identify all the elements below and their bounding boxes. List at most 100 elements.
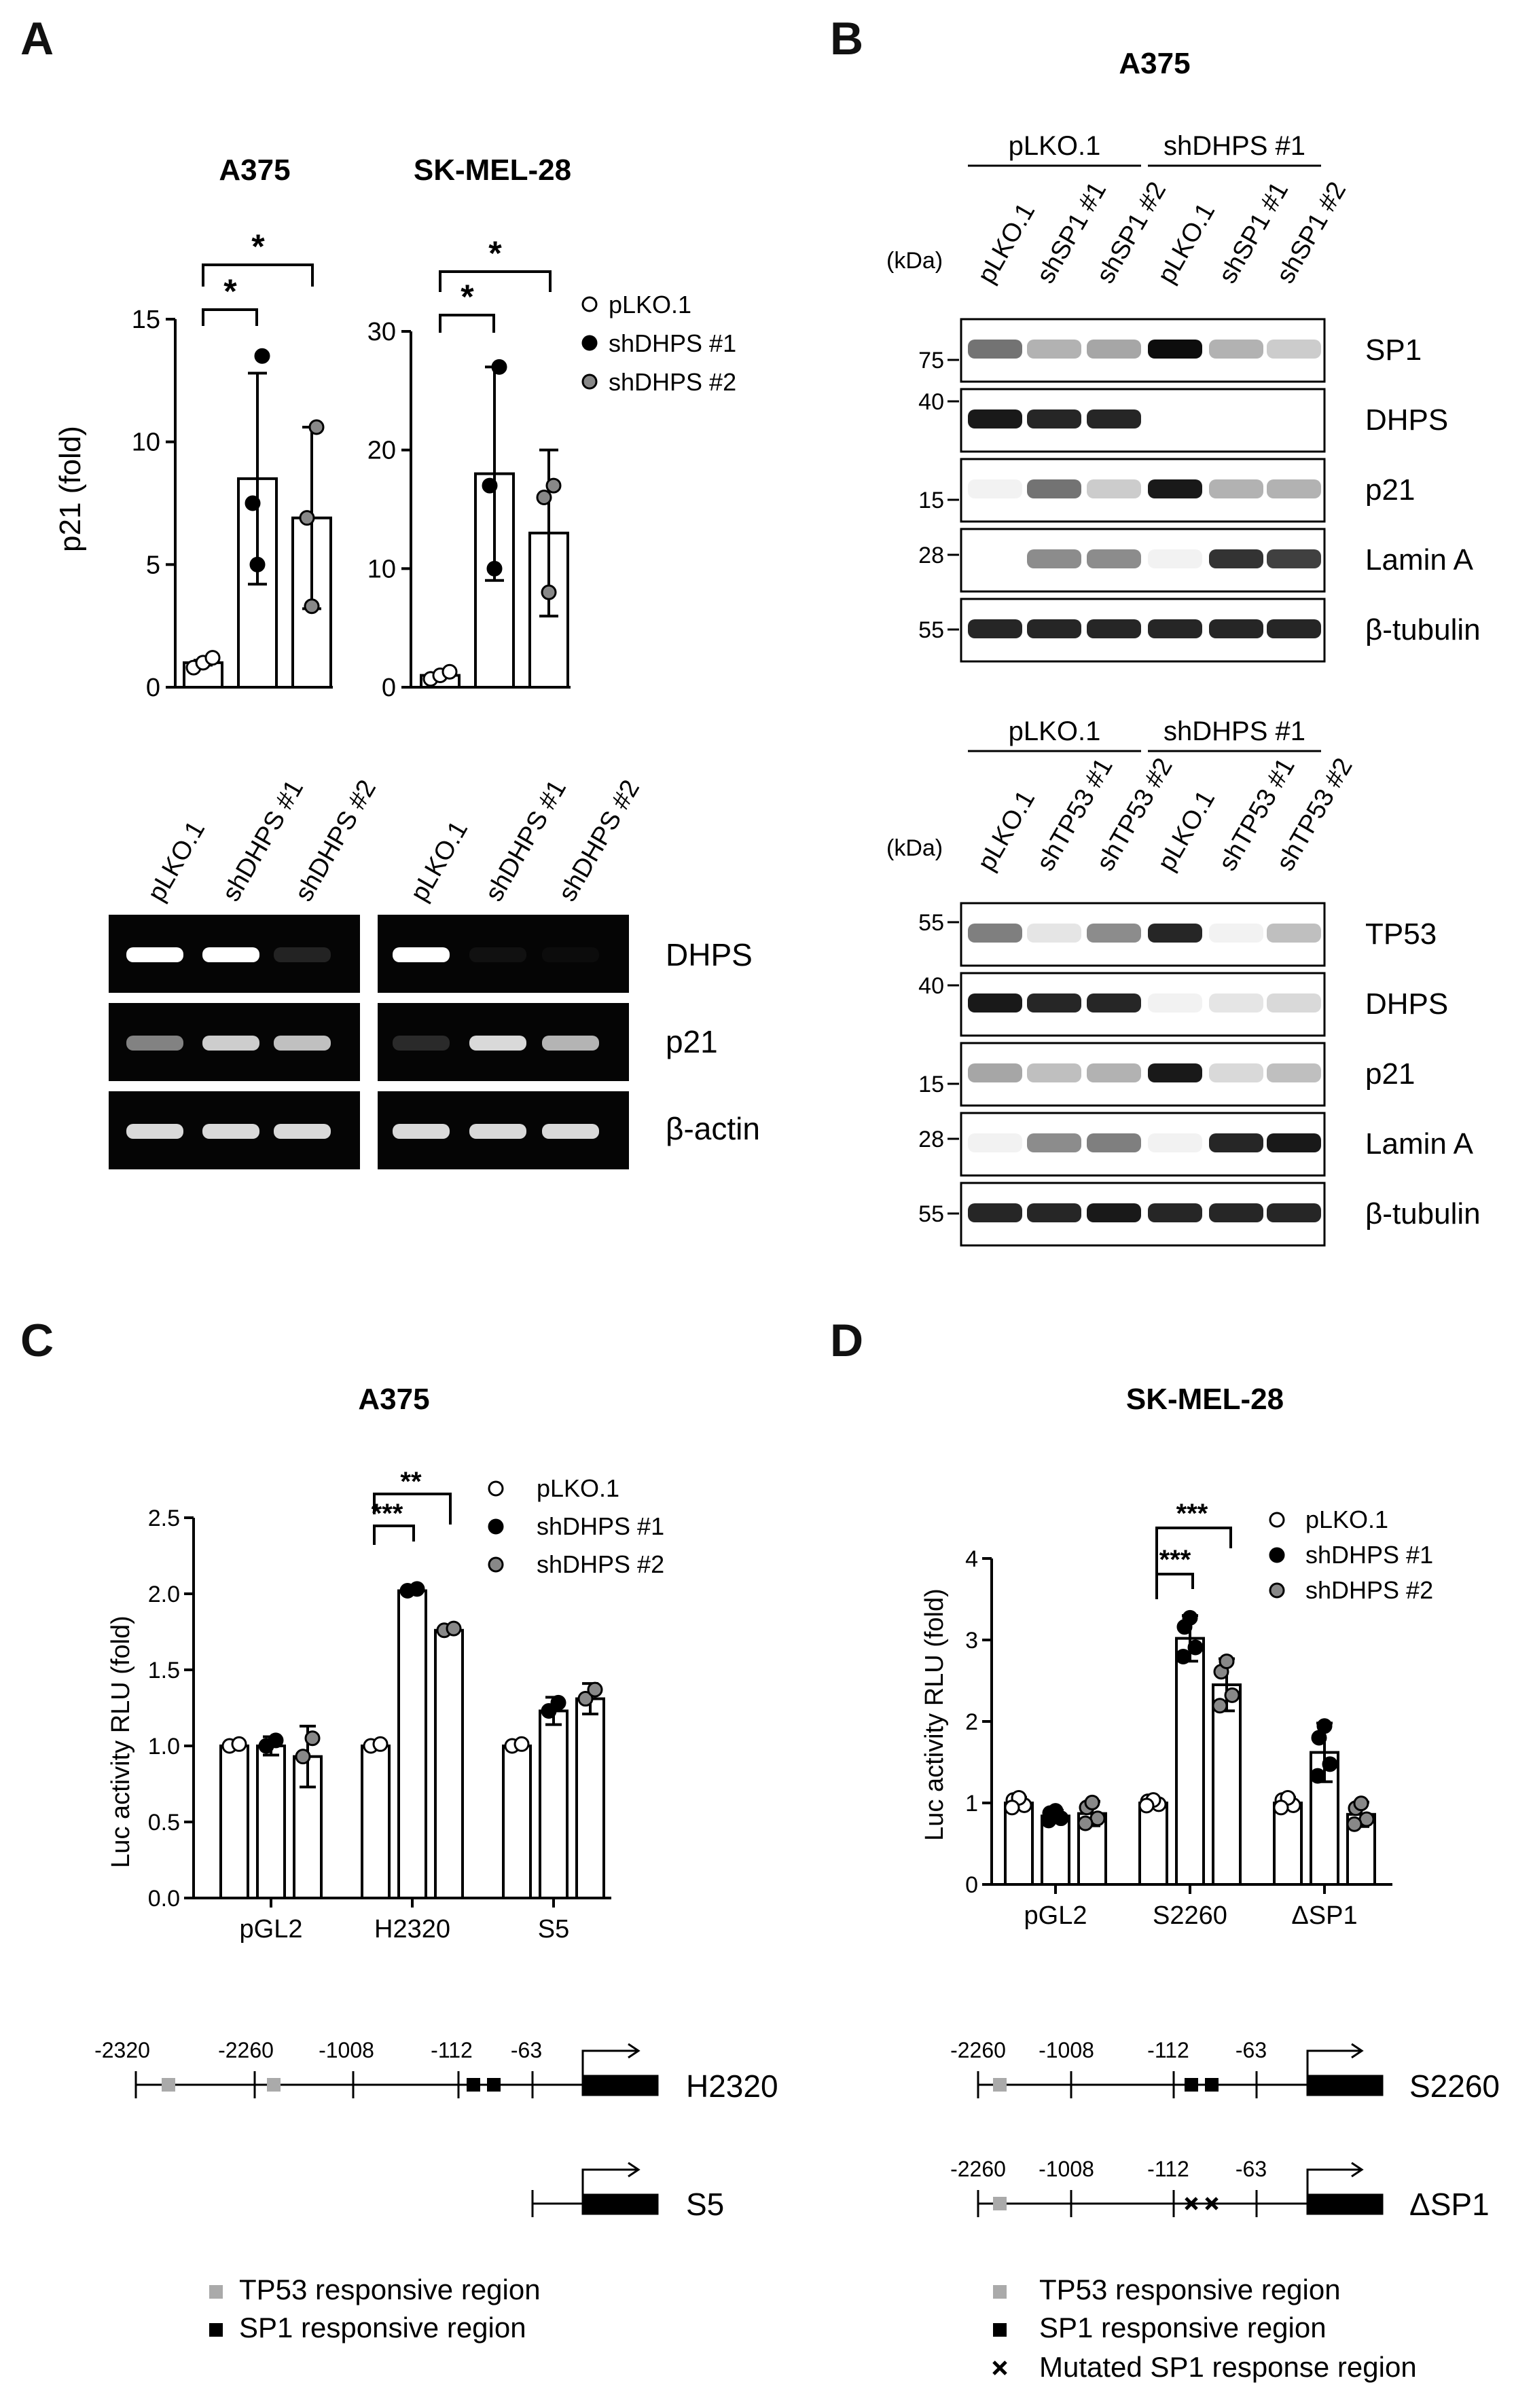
y-axis-label-p21: p21 (fold): [54, 426, 87, 552]
bar: [434, 1628, 464, 1899]
y-tick-label: 30: [367, 318, 396, 346]
mw-marker: 75: [918, 348, 944, 373]
data-point: [254, 348, 270, 364]
sig-star: *: [461, 278, 474, 316]
blot-band: [1267, 1203, 1321, 1222]
position-label: -112: [1147, 2038, 1189, 2062]
data-point: [441, 663, 458, 680]
sp1-box: [1185, 2078, 1198, 2092]
promoter-h2320: [134, 2043, 659, 2098]
panel-a: A375 SK-MEL-28 p21 (fold) 0 5 10 15 0 10 20 30…: [54, 153, 760, 1169]
legend-panel-d: pLKO.1 shDHPS #1 shDHPS #2: [1269, 1506, 1433, 1604]
legend-marker-plko1: [1269, 1512, 1285, 1528]
position-label: -1008: [319, 2038, 374, 2062]
gel-band: [202, 947, 259, 962]
panel-d-title: SK-MEL-28: [1126, 1383, 1284, 1416]
blot-band: [1148, 924, 1202, 943]
bar: [219, 1745, 249, 1899]
sig-label: ***: [372, 1499, 403, 1529]
blot-band: [1209, 619, 1263, 638]
blot-band: [968, 619, 1022, 638]
gel-lane-label: pLKO.1: [405, 816, 473, 907]
data-point: [587, 1681, 603, 1698]
gel-band: [469, 1124, 526, 1139]
blot-band: [1027, 340, 1081, 359]
sig-label: ***: [1176, 1499, 1208, 1529]
rt-pcr-gel: [109, 915, 629, 1169]
legend-marker-shdhps2: [1269, 1582, 1285, 1599]
y-tick-label: 3: [965, 1628, 978, 1654]
construct-name-s2260: S2260: [1409, 2068, 1500, 2104]
data-point: [304, 598, 320, 615]
data-point: [268, 1732, 284, 1749]
blot-band: [1209, 549, 1263, 568]
bar-chart-luciferase-a375: 0.0 0.5 1.0 1.5 2.0 2.5 pGL2 H2320 S5: [148, 1506, 611, 1944]
blot-band: [1267, 924, 1321, 943]
gel-band: [126, 1036, 183, 1051]
data-point: [1322, 1756, 1338, 1772]
blot-band: [1148, 1203, 1202, 1222]
bar: [256, 1745, 286, 1899]
blot-band: [1148, 993, 1202, 1013]
gel-row-label-dhps: DHPS: [666, 937, 753, 972]
position-label: -112: [1147, 2157, 1189, 2181]
y-tick-label: 0.0: [148, 1886, 180, 1912]
bar: [575, 1697, 605, 1900]
gel-band: [393, 1036, 450, 1051]
sig-star: *: [488, 234, 502, 272]
blot-band: [968, 924, 1022, 943]
data-point: [1138, 1798, 1155, 1814]
mw-marker: 40: [918, 389, 944, 415]
blot-band: [1209, 1133, 1263, 1152]
position-label: -1008: [1039, 2038, 1094, 2062]
blot-strip: [960, 1042, 1326, 1107]
lane-label: pLKO.1: [1152, 198, 1221, 289]
panel-letter-b: B: [830, 13, 864, 65]
y-tick-label: 1.5: [148, 1658, 180, 1683]
bar: [502, 1745, 532, 1899]
gel-band: [126, 1124, 183, 1139]
blot-band: [1027, 1203, 1081, 1222]
position-label: -2260: [950, 2157, 1006, 2181]
blot-band: [1027, 549, 1081, 568]
data-point: [1224, 1687, 1240, 1703]
data-point: [1077, 1815, 1094, 1831]
y-tick-label: 0: [146, 674, 160, 702]
x-tick-label: pGL2: [240, 1915, 303, 1944]
position-label: -63: [511, 2038, 542, 2062]
position-label: -63: [1236, 2038, 1267, 2062]
bar-chart-a375-p21: 0 5 10 15: [132, 306, 333, 702]
gel-band: [393, 947, 450, 962]
data-point: [541, 584, 557, 600]
panel-letter-a: A: [20, 13, 54, 65]
bar: [1138, 1802, 1168, 1886]
mw-marker: 55: [918, 1201, 944, 1227]
data-point: [299, 510, 315, 526]
blot-band: [1087, 1203, 1141, 1222]
group-label: shDHPS #1: [1164, 131, 1305, 161]
data-point: [1219, 1653, 1235, 1669]
tp53-box: [993, 2078, 1007, 2092]
blot-band: [1027, 619, 1081, 638]
blot-strip: [960, 458, 1326, 523]
blot-band: [1209, 924, 1263, 943]
lane-label: pLKO.1: [972, 786, 1041, 876]
legend-label-shdhps2: shDHPS #2: [1305, 1576, 1433, 1604]
tp53-box: [162, 2078, 175, 2092]
construct-name-s5: S5: [686, 2187, 724, 2222]
mw-marker: 15: [918, 488, 944, 513]
chart-title-a375: A375: [219, 153, 290, 187]
data-point: [1187, 1639, 1204, 1656]
mw-marker: 55: [918, 617, 944, 643]
sp1-box: [487, 2078, 501, 2092]
group-label: pLKO.1: [1009, 131, 1101, 161]
x-tick-label: S2260: [1153, 1901, 1227, 1930]
legend-label-shdhps1: shDHPS #1: [609, 329, 736, 357]
sig-label: ***: [1159, 1545, 1191, 1575]
data-point: [245, 495, 261, 511]
group-label: shDHPS #1: [1164, 716, 1305, 746]
blot-band: [1027, 479, 1081, 498]
